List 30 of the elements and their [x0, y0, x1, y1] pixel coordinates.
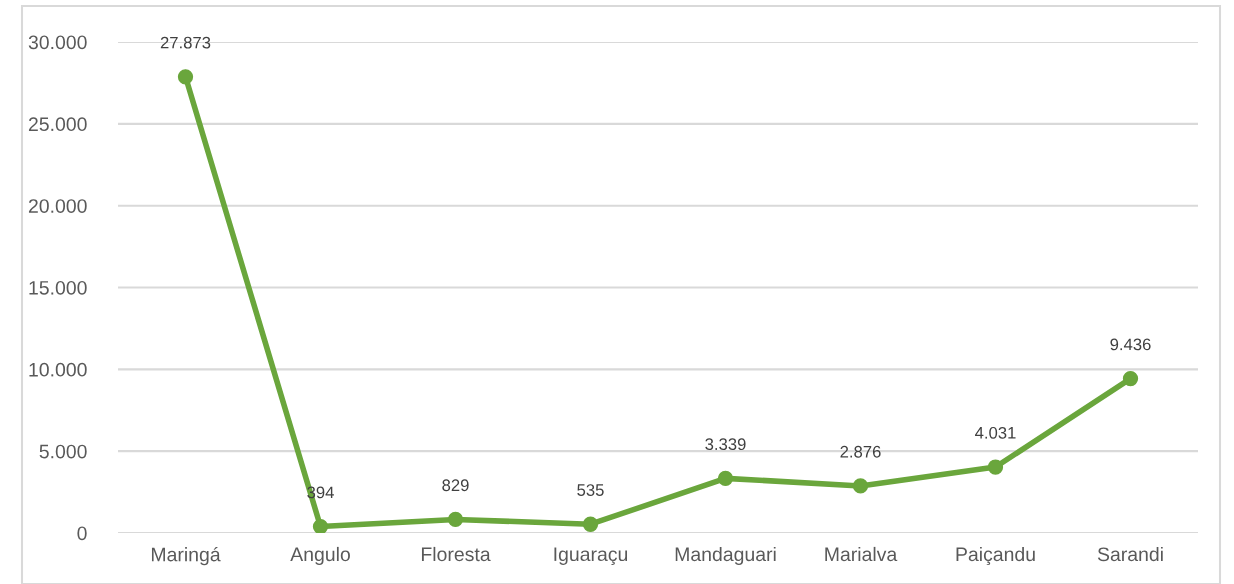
point	[312, 518, 329, 533]
data-label: 9.436	[1110, 338, 1151, 351]
x-tick-label: Mandaguari	[675, 546, 776, 566]
data-label: 535	[577, 484, 604, 496]
data-label: 3.339	[705, 438, 746, 451]
x-tick-label: Paiçandu	[956, 546, 1035, 566]
point	[582, 516, 599, 532]
x-tick-label: Maringá	[151, 546, 221, 566]
y-tick-label: 0	[77, 526, 87, 541]
x-tick-label: Angulo	[290, 546, 350, 566]
x-tick-label: Sarandi	[1097, 546, 1163, 562]
y-tick-label: 20.000	[28, 199, 87, 213]
y-tick-label: 10.000	[29, 362, 87, 377]
y-tick-label: 25.000	[28, 117, 87, 132]
data-label: 27.873	[160, 36, 211, 49]
point	[1122, 370, 1139, 387]
x-tick-label: Marialva	[825, 546, 898, 562]
point	[177, 69, 194, 85]
data-label: 2.876	[840, 445, 881, 458]
point	[717, 470, 734, 486]
point	[987, 459, 1004, 475]
x-tick-label: Iguaraçu	[554, 547, 628, 566]
point	[852, 478, 869, 494]
point	[447, 511, 464, 528]
y-tick-label: 15.000	[29, 280, 87, 295]
x-tick-label: Floresta	[421, 546, 491, 562]
y-tick-label: 5.000	[39, 444, 87, 459]
data-label: 4.031	[975, 426, 1016, 439]
data-label: 829	[442, 479, 469, 492]
y-tick-label: 30.000	[28, 35, 87, 50]
